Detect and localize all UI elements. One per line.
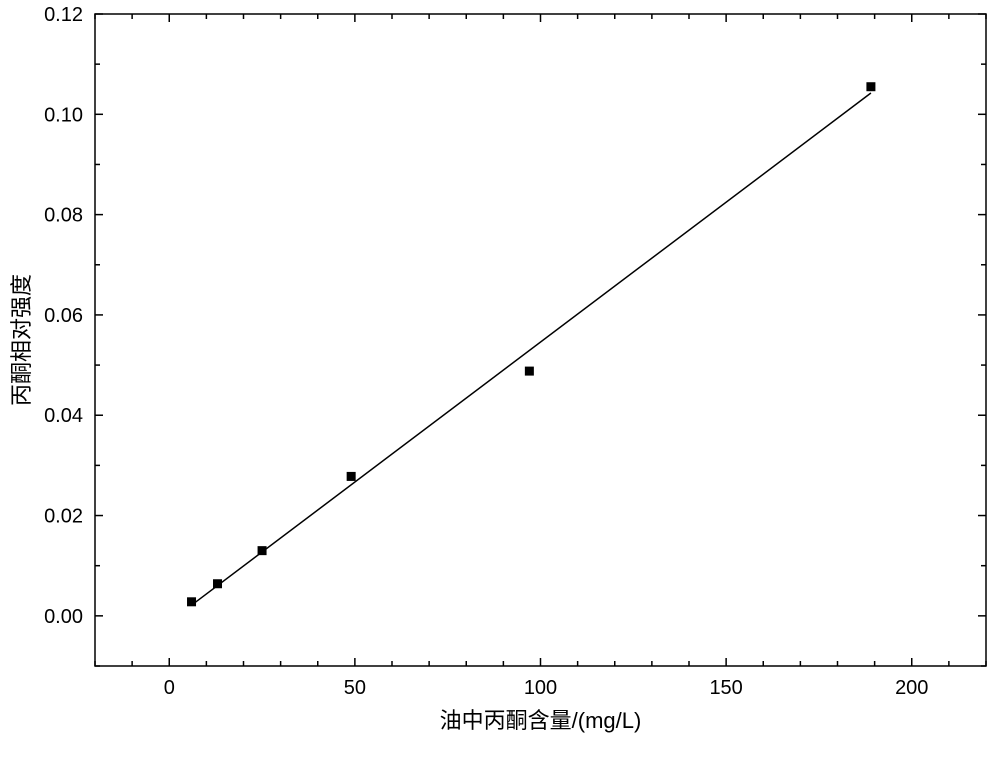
y-tick-label: 0.10 bbox=[44, 104, 83, 126]
x-tick-label: 150 bbox=[709, 677, 742, 699]
chart-svg: 0 50 100 150 200 0.00 0.02 0.04 0.06 0.08 0.10 0.12… bbox=[0, 0, 1000, 767]
data-point bbox=[258, 546, 267, 555]
x-tick-label: 0 bbox=[164, 677, 175, 699]
y-tick-label: 0.04 bbox=[44, 405, 83, 427]
data-point bbox=[187, 597, 196, 606]
data-point bbox=[866, 82, 875, 91]
y-tick-label: 0.08 bbox=[44, 205, 83, 227]
x-tick-label: 50 bbox=[344, 677, 366, 699]
data-point bbox=[213, 579, 222, 588]
y-axis-label: 丙酮相对强度 bbox=[9, 274, 34, 406]
y-tick-label: 0.12 bbox=[44, 4, 83, 26]
y-tick-label: 0.02 bbox=[44, 506, 83, 528]
plot-border bbox=[95, 14, 986, 666]
y-tick-label: 0.00 bbox=[44, 606, 83, 628]
x-tick-label: 100 bbox=[524, 677, 557, 699]
x-axis-label: 油中丙酮含量/(mg/L) bbox=[440, 708, 642, 733]
data-point bbox=[347, 472, 356, 481]
scatter-chart: 0 50 100 150 200 0.00 0.02 0.04 0.06 0.08 0.10 0.12… bbox=[0, 0, 1000, 767]
y-tick-label: 0.06 bbox=[44, 305, 83, 327]
data-point bbox=[525, 367, 534, 376]
x-tick-label: 200 bbox=[895, 677, 928, 699]
regression-line bbox=[192, 93, 871, 605]
